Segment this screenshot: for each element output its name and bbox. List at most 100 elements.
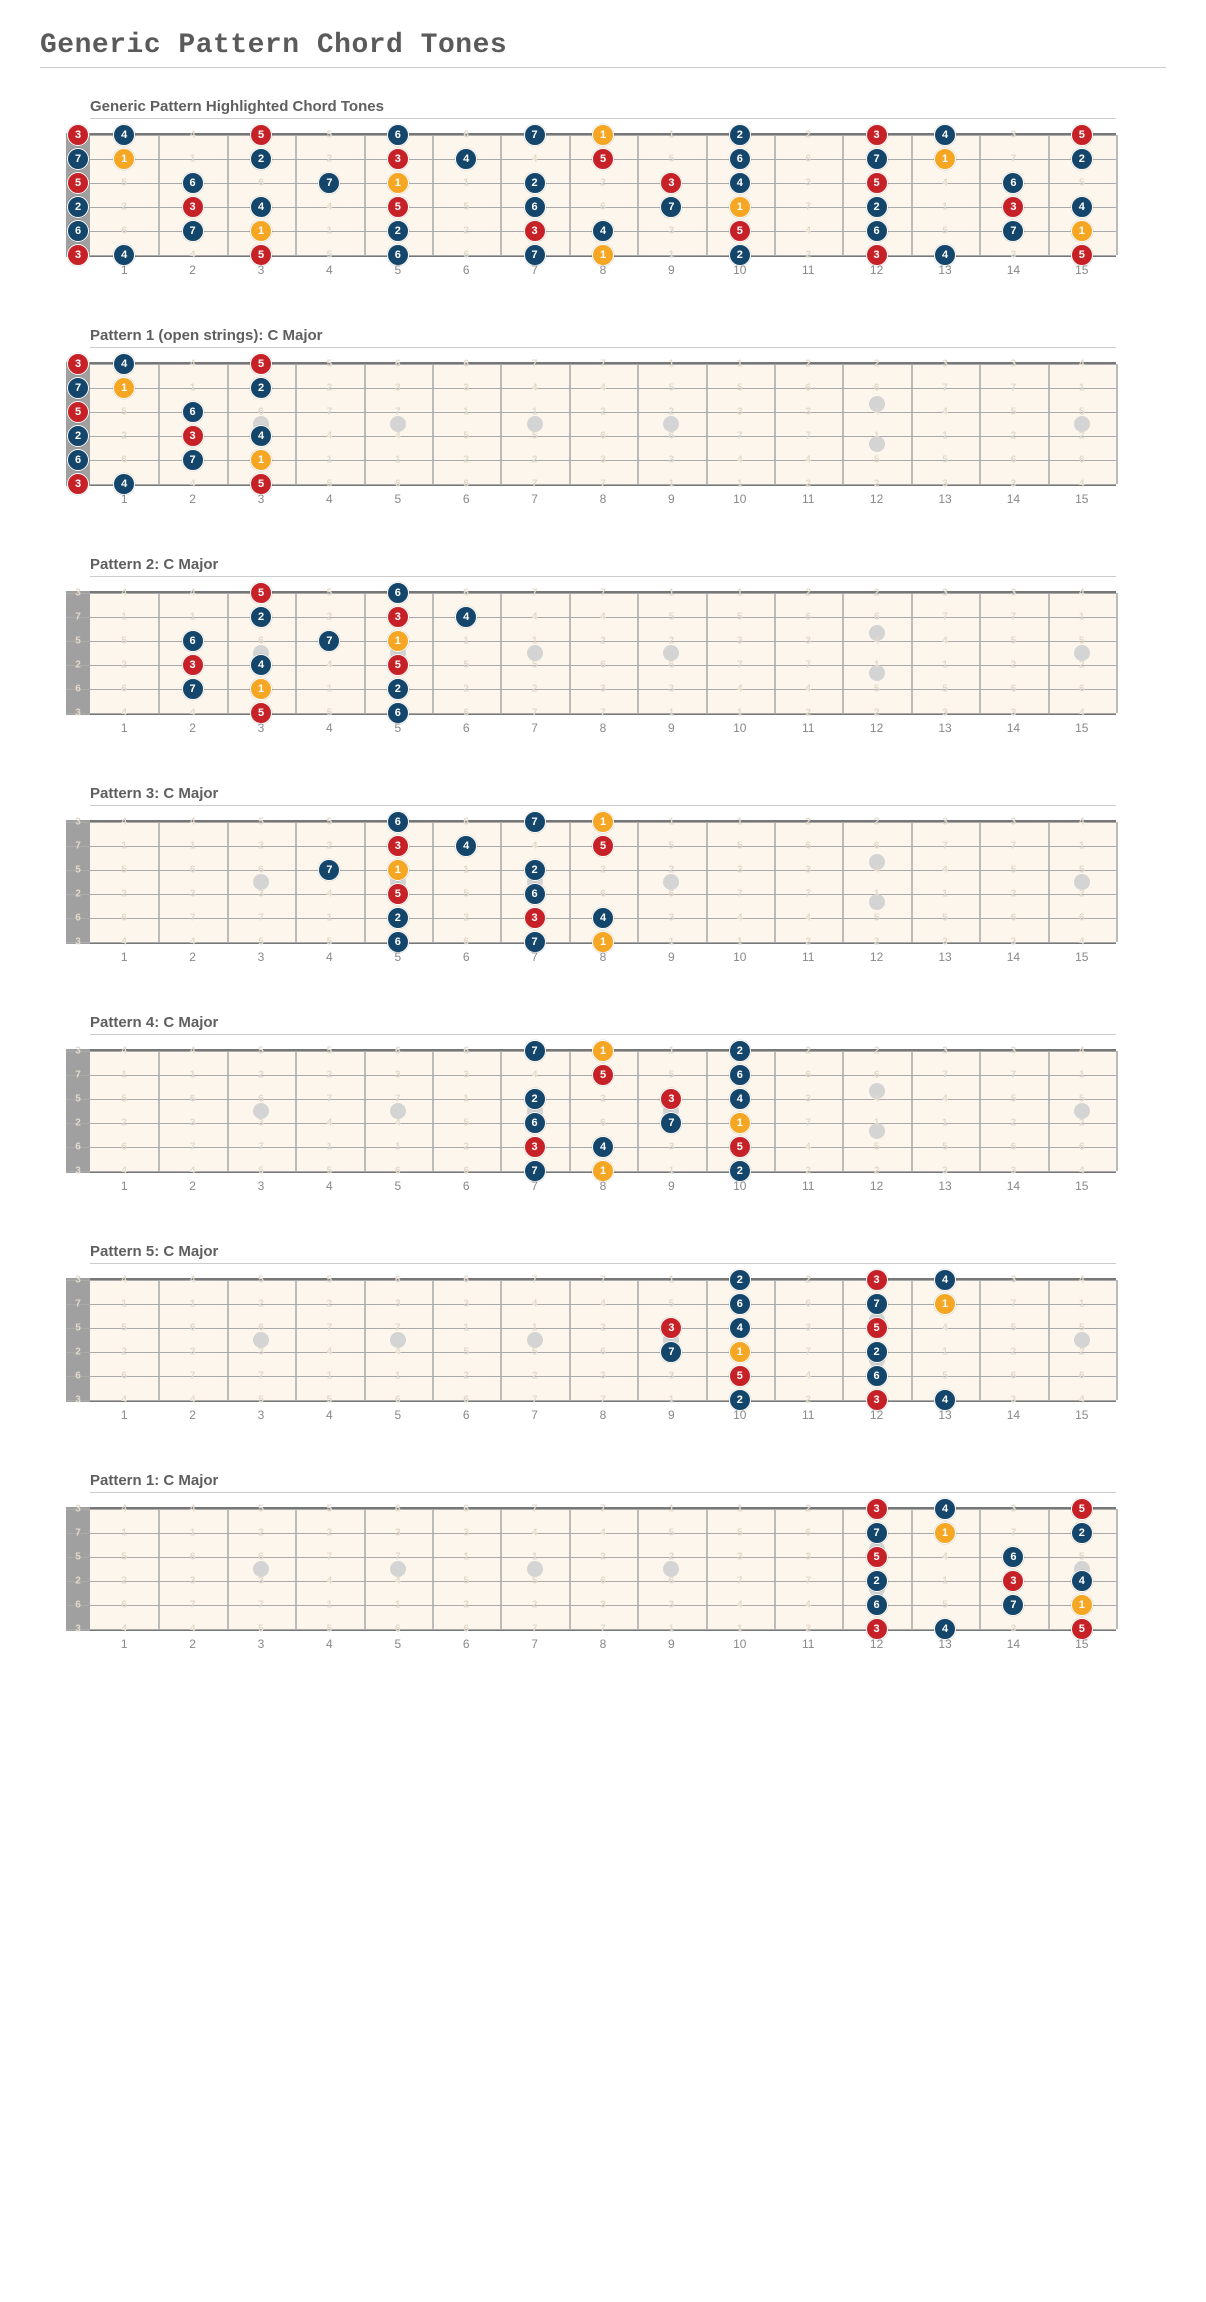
note-marker: 7: [1002, 220, 1024, 242]
fret-line: [911, 1051, 913, 1171]
fret-line: [500, 1051, 502, 1171]
fretboard: 3445566771123711223344556755667711223345…: [90, 1507, 1116, 1631]
fretboard-wrap: 4561231245675612345245671612345456123345…: [40, 123, 1166, 287]
note-marker: 6: [387, 124, 409, 146]
fret-line: [637, 1509, 639, 1629]
note-marker: 2: [524, 1088, 546, 1110]
string-line: [66, 1280, 1116, 1281]
fret-line: [774, 822, 776, 942]
note-marker: 3: [660, 172, 682, 194]
note-marker: 3: [524, 907, 546, 929]
fret-number: 13: [938, 1408, 951, 1422]
fret-line: [774, 593, 776, 713]
fret-line: [774, 364, 776, 484]
fret-line: [637, 1051, 639, 1171]
note-marker: 2: [729, 124, 751, 146]
note-marker: 1: [387, 859, 409, 881]
fret-number: 1: [121, 1408, 128, 1422]
note-marker: 7: [660, 1112, 682, 1134]
fret-number: 7: [531, 721, 538, 735]
fret-number: 8: [600, 721, 607, 735]
note-marker: 1: [934, 1522, 956, 1544]
fretboard: 3445566122334711223345667715566771234455…: [90, 1049, 1116, 1173]
fret-line: [364, 593, 366, 713]
string-line: [66, 1123, 1116, 1124]
string-line: [66, 388, 1116, 389]
fret-line: [1116, 1509, 1118, 1629]
note-marker: 4: [592, 1136, 614, 1158]
fretboard: 3445561122334711224556677155661223344552…: [90, 820, 1116, 944]
fret-number: 10: [733, 1637, 746, 1651]
note-marker: 5: [592, 1064, 614, 1086]
fret-line: [637, 364, 639, 484]
fret-number: 2: [189, 950, 196, 964]
string-line: [66, 894, 1116, 895]
note-marker: 6: [1002, 172, 1024, 194]
fret-number: 7: [531, 1637, 538, 1651]
fret-number: 9: [668, 1408, 675, 1422]
string-line: [66, 364, 1116, 365]
string-line: [66, 641, 1116, 642]
fret-number: 8: [600, 950, 607, 964]
fret-line: [911, 364, 913, 484]
fret-number: 8: [600, 263, 607, 277]
fret-line: [706, 593, 708, 713]
note-marker: 1: [934, 148, 956, 170]
fret-inlay: [1074, 645, 1090, 661]
note-marker: 2: [387, 678, 409, 700]
nut: [66, 1278, 90, 1402]
nut: [66, 820, 90, 944]
fret-number: 14: [1007, 950, 1020, 964]
fret-number: 11: [802, 492, 814, 506]
fret-number: 5: [394, 1637, 401, 1651]
fret-number: 6: [463, 1637, 470, 1651]
fret-number: 2: [189, 1637, 196, 1651]
title-divider: [40, 67, 1166, 68]
note-marker: 6: [866, 1594, 888, 1616]
fret-line: [569, 364, 571, 484]
fret-line: [364, 1280, 366, 1400]
fret-number: 5: [394, 1408, 401, 1422]
fret-line: [432, 135, 434, 255]
note-marker: 1: [250, 678, 272, 700]
note-marker: 1: [592, 1040, 614, 1062]
fret-line: [227, 593, 229, 713]
fret-number: 10: [733, 1408, 746, 1422]
fret-line: [227, 1280, 229, 1400]
fret-number: 15: [1075, 1179, 1088, 1193]
fret-line: [158, 593, 160, 713]
note-marker: 3: [67, 124, 89, 146]
note-marker: 3: [660, 1088, 682, 1110]
fret-inlay: [253, 874, 269, 890]
string-line: [66, 1171, 1116, 1172]
fret-line: [432, 364, 434, 484]
string-line: [66, 436, 1116, 437]
string-line: [66, 183, 1116, 184]
fret-number: 15: [1075, 263, 1088, 277]
note-marker: 7: [660, 1341, 682, 1363]
note-marker: 4: [1071, 196, 1093, 218]
note-marker: 5: [1071, 124, 1093, 146]
fret-number: 4: [326, 950, 333, 964]
fret-line: [500, 822, 502, 942]
note-marker: 1: [729, 196, 751, 218]
fret-number: 13: [938, 1637, 951, 1651]
fret-line: [637, 135, 639, 255]
string-line: [66, 1328, 1116, 1329]
fret-line: [364, 364, 366, 484]
string-line: [66, 1509, 1116, 1510]
note-marker: 3: [866, 124, 888, 146]
fret-line: [1048, 822, 1050, 942]
fret-number: 11: [802, 1408, 814, 1422]
note-marker: 3: [660, 1317, 682, 1339]
note-marker: 1: [387, 172, 409, 194]
note-marker: 7: [182, 220, 204, 242]
fret-line: [158, 1280, 160, 1400]
note-marker: 5: [1071, 1498, 1093, 1520]
fret-number-row: 123456789101112131415: [90, 1408, 1116, 1432]
string-line: [66, 1075, 1116, 1076]
fret-line: [1048, 593, 1050, 713]
fret-number: 6: [463, 721, 470, 735]
note-marker: 5: [866, 172, 888, 194]
fret-inlay: [869, 894, 885, 910]
